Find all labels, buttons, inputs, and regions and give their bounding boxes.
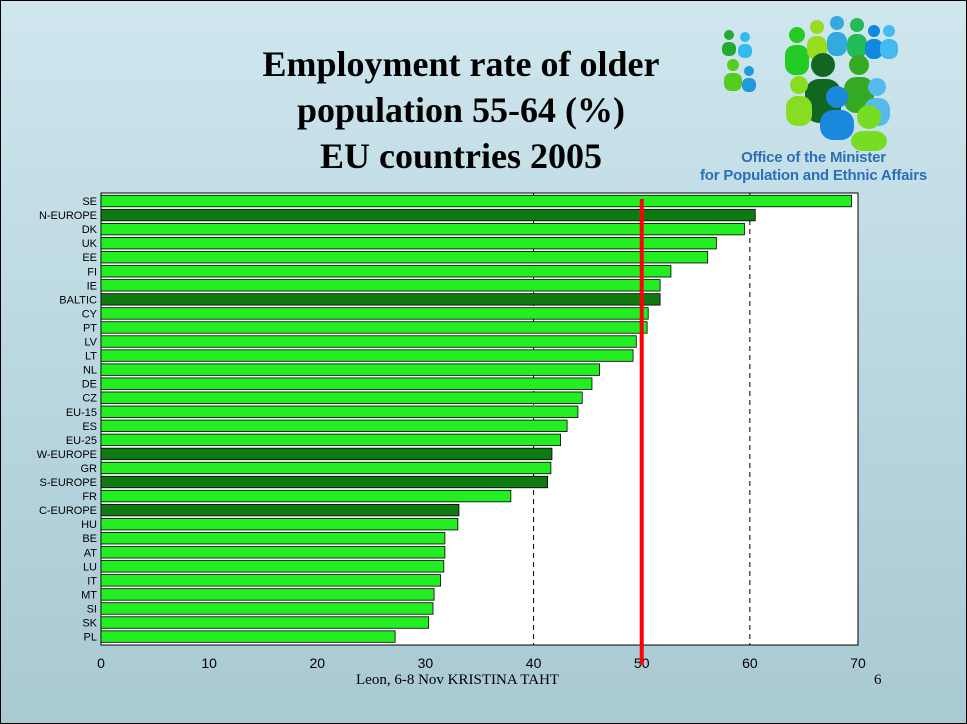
title-line-1: Employment rate of older [262, 44, 660, 84]
bar-cy [100, 307, 649, 320]
category-label-n-europe: N-EUROPE [39, 210, 97, 222]
bar-w-europe [100, 447, 553, 461]
bar-baltic [100, 293, 661, 306]
bar-es [100, 419, 568, 432]
bar-n-europe [100, 208, 756, 222]
bars [100, 194, 852, 643]
x-tick-40: 40 [526, 655, 542, 671]
slide-title: Employment rate of older population 55-6… [181, 41, 741, 179]
category-label-eu-15: EU-15 [66, 407, 97, 419]
category-label-fi: FI [87, 266, 97, 278]
category-label-lu: LU [83, 561, 97, 573]
category-label-de: DE [82, 379, 97, 391]
title-line-2: population 55-64 (%) [296, 90, 626, 130]
bar-be [100, 532, 446, 545]
category-label-w-europe: W-EUROPE [37, 449, 97, 461]
category-label-cz: CZ [82, 393, 97, 405]
category-label-lv: LV [84, 337, 97, 349]
footer-text: Leon, 6-8 Nov KRISTINA TAHT [356, 672, 560, 688]
x-tick-labels: 010203040506070 [97, 655, 866, 671]
bar-fi [100, 265, 672, 278]
bar-lt [100, 349, 634, 362]
bar-dk [100, 222, 745, 236]
bar-se [100, 194, 852, 208]
bar-uk [100, 237, 717, 250]
category-label-dk: DK [82, 224, 98, 236]
bar-eu-25 [100, 433, 562, 447]
category-label-be: BE [82, 533, 97, 545]
category-label-hu: HU [81, 519, 97, 531]
x-tick-70: 70 [850, 655, 866, 671]
category-label-fr: FR [82, 491, 97, 503]
category-label-es: ES [82, 421, 97, 433]
category-label-cy: CY [82, 308, 98, 320]
bar-hu [100, 518, 459, 531]
category-label-uk: UK [82, 238, 98, 250]
bar-fr [100, 489, 512, 503]
category-label-eu-25: EU-25 [66, 435, 97, 447]
category-label-pt: PT [83, 322, 97, 334]
category-label-lt: LT [85, 351, 97, 363]
category-label-c-europe: C-EUROPE [39, 505, 97, 517]
bar-it [100, 574, 441, 587]
bar-de [100, 377, 593, 390]
bar-pl [100, 630, 396, 643]
bar-eu-15 [100, 405, 579, 418]
bar-lu [100, 560, 445, 573]
bar-mt [100, 588, 435, 601]
category-label-gr: GR [81, 463, 98, 475]
category-label-mt: MT [81, 589, 97, 601]
category-label-at: AT [84, 547, 98, 559]
category-label-baltic: BALTIC [59, 294, 97, 306]
bar-at [100, 546, 446, 559]
x-tick-60: 60 [742, 655, 758, 671]
bar-cz [100, 391, 583, 404]
title-line-3: EU countries 2005 [320, 136, 602, 176]
page-number: 6 [874, 672, 882, 688]
category-label-ie: IE [87, 280, 97, 292]
category-label-nl: NL [83, 365, 97, 377]
people-group-logo-icon [722, 16, 898, 151]
category-label-se: SE [82, 196, 97, 208]
org-line-1: Office of the Minister [741, 149, 886, 166]
x-tick-20: 20 [309, 655, 325, 671]
x-tick-10: 10 [201, 655, 217, 671]
bar-si [100, 602, 434, 615]
organization-name: Office of the Minister for Population an… [661, 149, 966, 185]
bar-chart: SE N-EUROPE DK UK EE FI IE BALTIC CY PT LV LT NL DE CZ… [37, 192, 866, 671]
x-tick-30: 30 [418, 655, 434, 671]
logo-figures [722, 16, 898, 151]
category-label-s-europe: S-EUROPE [40, 477, 97, 489]
x-tick-0: 0 [97, 655, 105, 671]
bar-nl [100, 363, 600, 376]
category-label-pl: PL [84, 632, 97, 644]
bar-ie [100, 279, 661, 292]
category-labels: SE N-EUROPE DK UK EE FI IE BALTIC CY PT LV LT NL DE CZ… [37, 196, 98, 644]
bar-ee [100, 251, 709, 264]
category-label-ee: EE [82, 252, 97, 264]
bar-c-europe [100, 503, 460, 517]
bar-sk [100, 616, 430, 629]
bar-s-europe [100, 475, 549, 489]
org-line-2: for Population and Ethnic Affairs [699, 167, 927, 184]
category-label-sk: SK [82, 618, 97, 630]
bar-pt [100, 321, 648, 334]
category-label-it: IT [87, 575, 97, 587]
bar-gr [100, 461, 552, 475]
category-label-si: SI [87, 603, 97, 615]
bar-lv [100, 335, 637, 348]
